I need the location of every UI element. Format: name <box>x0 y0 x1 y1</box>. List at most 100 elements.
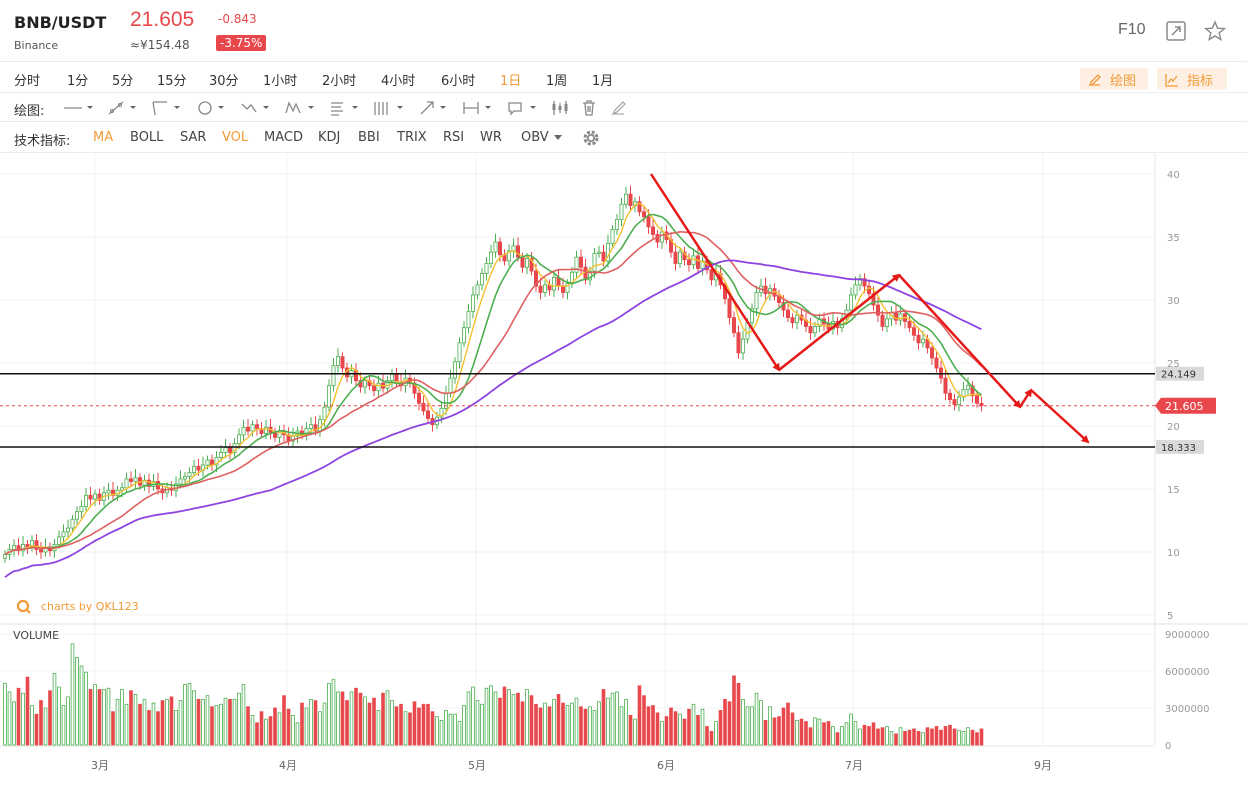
price-tick-label: 20 <box>1167 422 1180 433</box>
volume-bar <box>529 695 534 746</box>
volume-bar <box>709 731 714 746</box>
annotation-arrow <box>649 173 781 372</box>
period-tab[interactable]: 6小时 <box>441 74 476 89</box>
candle-body <box>493 241 498 253</box>
indicator-boll[interactable]: BOLL <box>130 130 164 145</box>
candle-body <box>754 292 759 310</box>
candle-body <box>488 251 493 264</box>
volume-bar <box>606 697 610 746</box>
candle-body <box>790 317 795 324</box>
time-tick-label: 3月 <box>91 759 109 772</box>
period-tab[interactable]: 1周 <box>546 74 568 89</box>
kline-chart[interactable]: 24.149 18.333 21.605 40 35 30 25 20 15 10 5 900000… <box>0 154 1247 787</box>
volume-bar <box>934 726 939 746</box>
volume-bar <box>849 713 853 746</box>
draw-tool-button[interactable]: 绘图 <box>1080 68 1148 90</box>
pattern-tool-icon[interactable] <box>284 99 318 117</box>
indicator-trix[interactable]: TRIX <box>397 130 427 145</box>
candle-body <box>921 338 926 344</box>
period-tab[interactable]: 5分 <box>112 74 134 89</box>
candle-body <box>88 494 93 500</box>
fullscreen-icon[interactable] <box>1165 20 1187 42</box>
circle-tool-icon[interactable] <box>196 99 230 117</box>
candle-body <box>39 549 44 553</box>
candle-tool-icon[interactable] <box>550 99 570 117</box>
volume-bar <box>268 716 273 746</box>
volume-bar <box>799 718 804 746</box>
indicator-tool-button[interactable]: 指标 <box>1157 68 1227 90</box>
indicator-vol[interactable]: VOL <box>222 130 249 145</box>
volume-bar <box>772 717 777 746</box>
indicator-rsi[interactable]: RSI <box>443 130 465 145</box>
gear-icon[interactable] <box>582 129 600 147</box>
volume-bar <box>426 703 430 746</box>
chevron-down-icon[interactable] <box>553 134 563 142</box>
fib-tool-icon[interactable] <box>328 99 362 117</box>
price-tick-label: 30 <box>1167 296 1180 307</box>
candle-body <box>885 318 890 327</box>
comment-tool-icon[interactable] <box>506 99 540 117</box>
trash-icon[interactable] <box>580 99 598 117</box>
volume-bar <box>358 692 363 746</box>
volume-bar <box>943 726 948 746</box>
candle-body <box>340 356 345 369</box>
indicator-sar[interactable]: SAR <box>180 130 207 145</box>
candle-body <box>610 229 615 244</box>
volume-bar <box>669 707 673 746</box>
candle-body <box>120 487 125 491</box>
ray-tool-icon[interactable] <box>150 99 184 117</box>
volume-bar <box>885 726 889 746</box>
period-bar: 分时 1分 5分 15分 30分 1小时 2小时 4小时 6小时 1日 1周 1… <box>0 63 1247 93</box>
volume-bar <box>336 691 340 746</box>
range-tool-icon[interactable] <box>462 99 496 117</box>
star-icon[interactable] <box>1204 20 1226 42</box>
candle-body <box>529 258 534 272</box>
volume-bar <box>462 705 466 746</box>
candle-body <box>849 294 854 311</box>
candle-body <box>335 356 340 366</box>
volume-tick-label: 9000000 <box>1165 630 1210 641</box>
candle-body <box>880 314 885 327</box>
period-tab[interactable]: 4小时 <box>381 74 416 89</box>
period-tab[interactable]: 2小时 <box>322 74 357 89</box>
gann-tool-icon[interactable] <box>372 99 406 117</box>
header: BNB/USDT Binance 21.605 ≈¥154.48 -0.843 … <box>0 0 1247 62</box>
period-tab[interactable]: 30分 <box>209 74 239 89</box>
candle-body <box>876 304 881 316</box>
time-tick-label: 9月 <box>1034 759 1052 772</box>
symbol-title: BNB/USDT <box>14 13 107 32</box>
volume-bar <box>525 689 529 746</box>
volume-bar <box>912 728 916 746</box>
horizontal-line-tool-icon[interactable] <box>62 99 96 117</box>
candle-body <box>263 426 268 434</box>
indicator-obv[interactable]: OBV <box>521 130 549 145</box>
period-tab[interactable]: 1月 <box>592 74 614 89</box>
period-tab[interactable]: 15分 <box>157 74 187 89</box>
indicator-macd[interactable]: MACD <box>264 130 303 145</box>
zigzag-tool-icon[interactable] <box>240 99 274 117</box>
volume-bar <box>786 702 790 746</box>
candle-body <box>520 256 525 268</box>
volume-bar <box>88 689 93 746</box>
indicator-kdj[interactable]: KDJ <box>318 130 341 145</box>
indicator-bbi[interactable]: BBI <box>358 130 380 145</box>
indicator-ma[interactable]: MA <box>93 130 114 145</box>
volume-bar <box>862 724 867 746</box>
trend-line-tool-icon[interactable] <box>106 99 140 117</box>
volume-bar <box>12 701 16 746</box>
time-tick-label: 6月 <box>657 759 675 772</box>
f10-button[interactable]: F10 <box>1118 21 1146 38</box>
arrow-tool-icon[interactable] <box>418 99 452 117</box>
period-tab[interactable]: 1分 <box>67 74 89 89</box>
period-tab-active[interactable]: 1日 <box>500 74 522 89</box>
eraser-icon[interactable] <box>610 99 628 117</box>
volume-bar <box>583 708 588 746</box>
indicator-wr[interactable]: WR <box>480 130 502 145</box>
volume-bar <box>660 721 664 746</box>
candle-body <box>813 326 818 334</box>
period-tab[interactable]: 分时 <box>14 74 41 89</box>
period-tab[interactable]: 1小时 <box>263 74 298 89</box>
volume-bar <box>763 719 768 746</box>
volume-bar <box>898 727 903 746</box>
candle-body <box>313 424 318 432</box>
